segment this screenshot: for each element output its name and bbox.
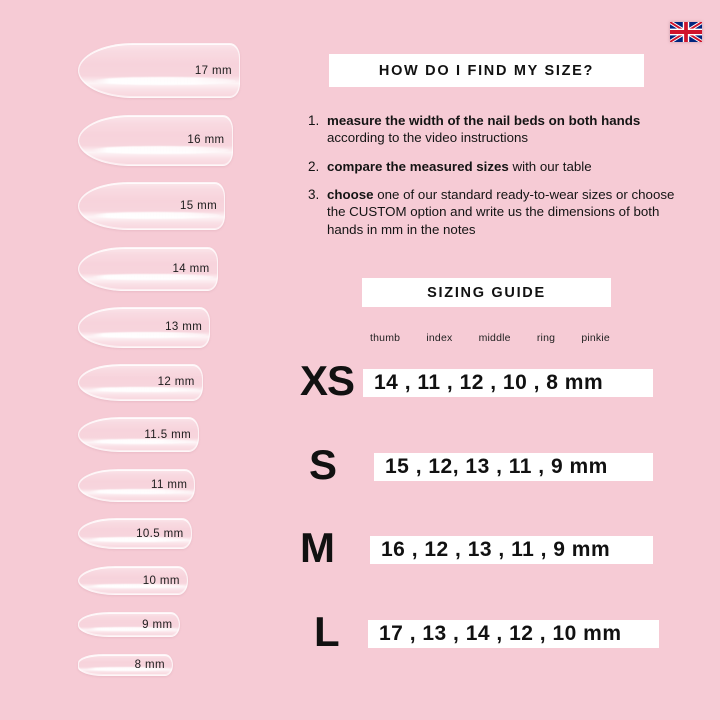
- finger-label-ring: ring: [536, 332, 556, 344]
- finger-header-row: thumb index middle ring pinkie: [370, 332, 610, 344]
- size-values-xs: 14 , 11 , 12 , 10 , 8 mm: [374, 371, 604, 394]
- step-number: 3.: [308, 187, 320, 203]
- nail-tip-shape: [78, 364, 203, 401]
- uk-flag-icon: [669, 20, 703, 44]
- nail-size-label: 8 mm: [134, 659, 165, 671]
- size-values-banner-s: 15 , 12, 13 , 11 , 9 mm: [374, 453, 653, 481]
- size-values-s: 15 , 12, 13 , 11 , 9 mm: [385, 455, 608, 478]
- finger-label-thumb: thumb: [370, 332, 401, 344]
- step-number: 2.: [308, 158, 320, 174]
- step-text: choose one of our standard ready-to-wear…: [327, 186, 680, 238]
- nail-tip-10-5-mm: 10.5 mm: [78, 518, 192, 550]
- size-label-s: S: [309, 441, 337, 488]
- how-to-steps: 1. measure the width of the nail beds on …: [308, 112, 680, 249]
- size-values-m: 16 , 12 , 13 , 11 , 9 mm: [381, 538, 611, 561]
- nail-tip-11-5-mm: 11.5 mm: [78, 417, 200, 453]
- nail-size-label: 15 mm: [179, 200, 218, 213]
- size-label-m: M: [300, 524, 335, 571]
- nail-size-label: 17 mm: [194, 64, 232, 77]
- right-panel: HOW DO I FIND MY SIZE? 1. measure the wid…: [300, 0, 720, 720]
- how-to-step-2: 2. compare the measured sizes with our ta…: [308, 158, 680, 176]
- step-text-bold: choose: [327, 187, 374, 203]
- step-text-rest: one of our standard ready-to-wear sizes …: [327, 187, 675, 237]
- nail-tip-shape: [78, 43, 240, 98]
- nail-tip-shape: [78, 307, 211, 348]
- nail-tip-12-mm: 12 mm: [78, 364, 203, 401]
- nail-tip-shape: [78, 611, 181, 638]
- nail-size-label: 9 mm: [142, 618, 173, 631]
- nail-tip-shape: [78, 182, 226, 231]
- nail-size-label: 14 mm: [172, 262, 210, 275]
- size-values-banner-m: 16 , 12 , 13 , 11 , 9 mm: [370, 536, 653, 564]
- finger-label-pinkie: pinkie: [581, 332, 610, 344]
- nail-tip-shape: [78, 417, 200, 453]
- nail-tip-shape: [78, 246, 218, 291]
- nail-tip-8-mm: 8 mm: [78, 654, 173, 676]
- finger-label-index: index: [426, 332, 453, 344]
- nail-tip-9-mm: 9 mm: [78, 611, 181, 638]
- nail-tip-11-mm: 11 mm: [78, 468, 196, 502]
- nail-size-label: 11.5 mm: [144, 428, 192, 441]
- step-text-bold: measure the width of the nail beds on bo…: [327, 113, 641, 128]
- step-number: 1.: [308, 113, 320, 128]
- nail-size-label: 10 mm: [142, 574, 180, 587]
- nail-tip-10-mm: 10 mm: [78, 565, 188, 596]
- sizing-guide-title-banner: SIZING GUIDE: [362, 278, 611, 307]
- nail-tip-13-mm: 13 mm: [78, 307, 211, 348]
- step-text-rest: according to the video instructions: [327, 130, 529, 146]
- size-label-l: L: [314, 608, 340, 655]
- size-values-banner-l: 17 , 13 , 14 , 12 , 10 mm: [368, 620, 659, 648]
- finger-label-middle: middle: [478, 332, 511, 344]
- nail-tip-shape: [78, 654, 173, 676]
- how-to-title-banner: HOW DO I FIND MY SIZE?: [329, 54, 644, 87]
- nail-tip-15-mm: 15 mm: [78, 182, 226, 231]
- nail-size-label: 12 mm: [157, 376, 195, 389]
- nail-tip-17-mm: 17 mm: [78, 43, 240, 98]
- size-values-banner-xs: 14 , 11 , 12 , 10 , 8 mm: [363, 369, 653, 397]
- how-to-step-1: 1. measure the width of the nail beds on …: [308, 112, 680, 147]
- nail-tip-14-mm: 14 mm: [78, 246, 218, 291]
- step-text-bold: compare the measured sizes: [327, 158, 509, 174]
- step-text: measure the width of the nail beds on bo…: [327, 112, 680, 147]
- how-to-step-3: 3. choose one of our standard ready-to-we…: [308, 186, 680, 238]
- sizing-guide-title: SIZING GUIDE: [427, 284, 546, 301]
- nail-tip-shape: [78, 518, 192, 550]
- nail-tip-chart: 17 mm 16 mm 15 mm 14 mm 13 mm 12 mm 11.5 mm 11 …: [0, 0, 300, 720]
- nail-size-label: 13 mm: [165, 321, 203, 334]
- nail-tip-shape: [78, 565, 188, 596]
- nail-size-label: 16 mm: [187, 134, 225, 147]
- nail-tip-shape: [78, 114, 233, 166]
- nail-size-label: 11 mm: [151, 479, 188, 492]
- step-text-rest: with our table: [508, 158, 592, 174]
- nail-size-label: 10.5 mm: [136, 527, 184, 540]
- size-label-xs: XS: [300, 357, 355, 404]
- nail-tip-shape: [78, 468, 196, 502]
- nail-tip-16-mm: 16 mm: [78, 114, 233, 166]
- how-to-title: HOW DO I FIND MY SIZE?: [378, 62, 595, 79]
- size-values-l: 17 , 13 , 14 , 12 , 10 mm: [379, 622, 622, 645]
- step-text: compare the measured sizes with our tabl…: [327, 158, 592, 175]
